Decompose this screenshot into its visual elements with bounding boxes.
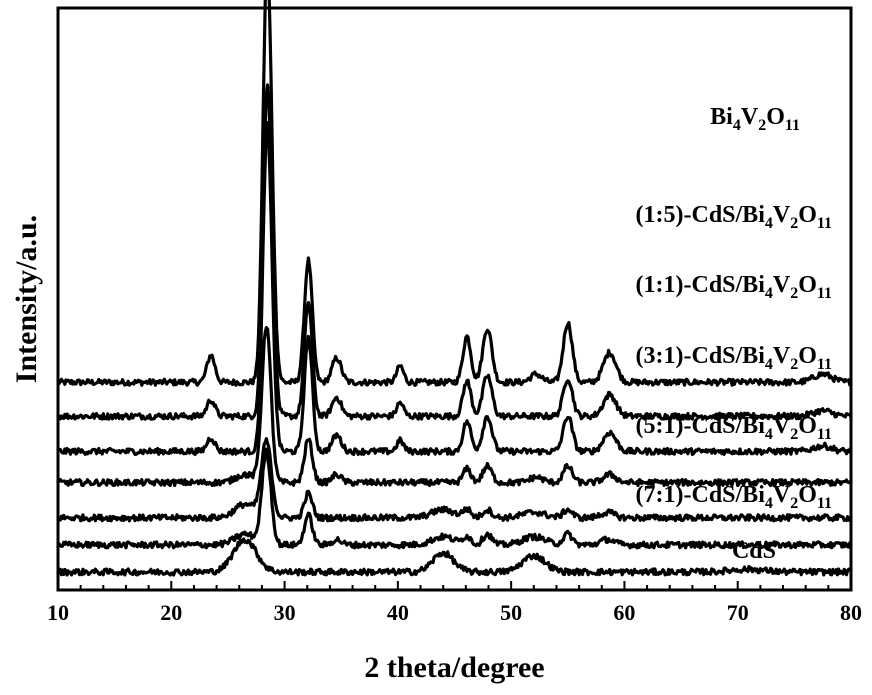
series-label: Bi4V2O11 — [710, 104, 800, 134]
series-label: (1:1)-CdS/Bi4V2O11 — [636, 272, 832, 302]
series-line — [58, 85, 851, 419]
x-tick-label: 20 — [160, 600, 182, 625]
series-labels: Bi4V2O11 (1:5)-CdS/Bi4V2O11 (1:1)-CdS/Bi4V… — [636, 104, 832, 564]
x-tick-label: 50 — [500, 600, 522, 625]
x-tick-label: 30 — [274, 600, 296, 625]
series-label: (5:1)-CdS/Bi4V2O11 — [636, 413, 832, 443]
series-label: (1:5)-CdS/Bi4V2O11 — [636, 202, 832, 232]
x-tick-label: 40 — [387, 600, 409, 625]
x-tick-label: 60 — [613, 600, 635, 625]
y-axis-title: Intensity/a.u. — [10, 215, 43, 383]
x-tick-label: 70 — [727, 600, 749, 625]
series-label: (7:1)-CdS/Bi4V2O11 — [636, 482, 832, 512]
x-tick-label: 80 — [840, 600, 862, 625]
x-axis-tick-labels: 10 20 30 40 50 60 70 80 — [47, 600, 862, 625]
series-line — [58, 0, 851, 385]
series-label: CdS — [732, 538, 776, 564]
x-axis-title: 2 theta/degree — [364, 651, 544, 684]
x-tick-label: 10 — [47, 600, 69, 625]
series-label: (3:1)-CdS/Bi4V2O11 — [636, 343, 832, 373]
